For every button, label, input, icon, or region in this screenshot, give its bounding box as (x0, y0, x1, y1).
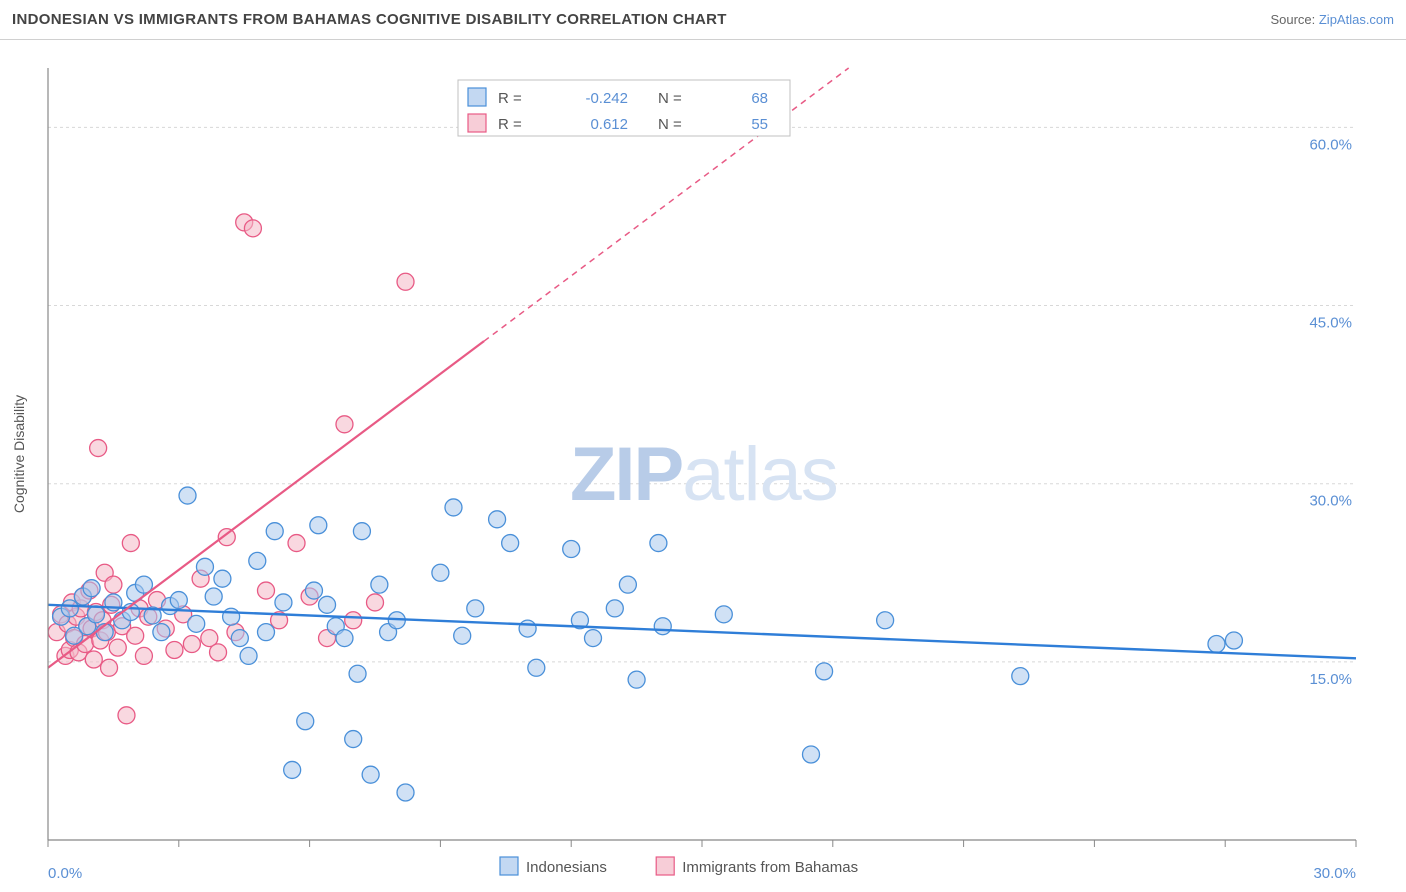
legend-r-label: R = (498, 116, 522, 133)
data-point (240, 647, 257, 664)
legend-n-label: N = (658, 116, 682, 133)
data-point (127, 627, 144, 644)
data-point (1012, 668, 1029, 685)
legend-swatch (468, 88, 486, 106)
data-point (1208, 636, 1225, 653)
legend-series-label: Indonesians (526, 859, 607, 876)
data-point (266, 523, 283, 540)
data-point (310, 517, 327, 534)
data-point (90, 440, 107, 457)
data-point (188, 615, 205, 632)
data-point (153, 624, 170, 641)
data-point (715, 606, 732, 623)
data-point (249, 552, 266, 569)
y-tick-label: 15.0% (1309, 671, 1352, 688)
data-point (214, 570, 231, 587)
data-point (87, 606, 104, 623)
data-point (288, 535, 305, 552)
data-point (210, 644, 227, 661)
data-point (467, 600, 484, 617)
data-point (803, 746, 820, 763)
x-tick-label: 0.0% (48, 865, 82, 882)
legend-n-label: N = (658, 90, 682, 107)
data-point (284, 761, 301, 778)
legend-swatch (500, 857, 518, 875)
chart-title: INDONESIAN VS IMMIGRANTS FROM BAHAMAS CO… (12, 11, 727, 28)
watermark: ZIPatlas (570, 432, 838, 517)
legend-r-value: 0.612 (590, 116, 628, 133)
data-point (109, 639, 126, 656)
data-point (105, 576, 122, 593)
data-point (816, 663, 833, 680)
data-point (223, 608, 240, 625)
data-point (606, 600, 623, 617)
data-point (244, 220, 261, 237)
chart-area: ZIPatlas 0.0% 30.0% 15.0% 30.0% 45.0% 60.0% Cog… (0, 40, 1406, 892)
data-point (349, 665, 366, 682)
data-point (489, 511, 506, 528)
data-point (170, 592, 187, 609)
data-point (183, 636, 200, 653)
data-point (454, 627, 471, 644)
data-point (258, 582, 275, 599)
data-point (353, 523, 370, 540)
data-point (650, 535, 667, 552)
data-point (258, 624, 275, 641)
data-point (336, 416, 353, 433)
data-point (205, 588, 222, 605)
y-tick-label: 30.0% (1309, 493, 1352, 510)
data-point (367, 594, 384, 611)
data-point (371, 576, 388, 593)
data-point (179, 487, 196, 504)
data-point (654, 618, 671, 635)
data-point (336, 630, 353, 647)
legend-series-label: Immigrants from Bahamas (682, 859, 858, 876)
x-tick-label: 30.0% (1313, 865, 1356, 882)
legend-swatch (656, 857, 674, 875)
data-point (362, 766, 379, 783)
data-point (397, 273, 414, 290)
data-point (445, 499, 462, 516)
data-point (319, 596, 336, 613)
legend-r-label: R = (498, 90, 522, 107)
data-point (196, 558, 213, 575)
scatter-chart: ZIPatlas 0.0% 30.0% 15.0% 30.0% 45.0% 60.0% Cog… (0, 40, 1406, 892)
data-point (135, 647, 152, 664)
data-point (166, 641, 183, 658)
data-point (83, 580, 100, 597)
data-point (297, 713, 314, 730)
source-attribution: Source: ZipAtlas.com (1270, 12, 1394, 27)
y-tick-label: 45.0% (1309, 315, 1352, 332)
data-point (118, 707, 135, 724)
data-point (345, 612, 362, 629)
data-point (397, 784, 414, 801)
data-point (528, 659, 545, 676)
source-link[interactable]: ZipAtlas.com (1319, 12, 1394, 27)
data-point (305, 582, 322, 599)
data-point (1225, 632, 1242, 649)
data-point (877, 612, 894, 629)
data-point (85, 651, 102, 668)
data-point (519, 620, 536, 637)
data-point (619, 576, 636, 593)
data-point (61, 600, 78, 617)
data-point (345, 731, 362, 748)
data-point (585, 630, 602, 647)
data-point (101, 659, 118, 676)
chart-header: INDONESIAN VS IMMIGRANTS FROM BAHAMAS CO… (0, 0, 1406, 40)
data-point (432, 564, 449, 581)
data-point (628, 671, 645, 688)
data-point (502, 535, 519, 552)
data-point (122, 535, 139, 552)
source-prefix: Source: (1270, 12, 1318, 27)
legend-swatch (468, 114, 486, 132)
data-point (563, 541, 580, 558)
y-tick-label: 60.0% (1309, 136, 1352, 153)
y-axis-label: Cognitive Disability (11, 395, 27, 513)
data-point (275, 594, 292, 611)
legend-n-value: 55 (751, 116, 768, 133)
legend-r-value: -0.242 (585, 90, 628, 107)
legend-n-value: 68 (751, 90, 768, 107)
data-point (231, 630, 248, 647)
